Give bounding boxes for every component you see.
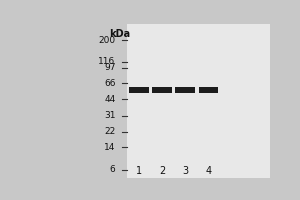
Text: 6: 6 xyxy=(110,165,116,174)
Bar xyxy=(129,87,148,92)
Text: 4: 4 xyxy=(205,166,212,176)
Text: kDa: kDa xyxy=(110,29,130,39)
Bar xyxy=(152,87,172,93)
Bar xyxy=(152,87,172,93)
Bar xyxy=(175,87,195,93)
Bar xyxy=(199,87,218,92)
Text: 66: 66 xyxy=(104,79,116,88)
Text: 97: 97 xyxy=(104,63,116,72)
Text: 31: 31 xyxy=(104,111,116,120)
Text: 200: 200 xyxy=(98,36,116,45)
Text: 22: 22 xyxy=(104,127,116,136)
Text: 116: 116 xyxy=(98,57,116,66)
Bar xyxy=(199,87,218,93)
Text: 2: 2 xyxy=(159,166,165,176)
Bar xyxy=(175,87,195,92)
Text: 3: 3 xyxy=(182,166,188,176)
Text: 14: 14 xyxy=(104,143,116,152)
Bar xyxy=(129,87,148,93)
Text: 1: 1 xyxy=(136,166,142,176)
Text: 44: 44 xyxy=(104,95,116,104)
Bar xyxy=(199,87,218,93)
Bar xyxy=(152,87,172,92)
Bar xyxy=(129,87,148,93)
Bar xyxy=(175,87,195,93)
Bar xyxy=(127,24,270,178)
